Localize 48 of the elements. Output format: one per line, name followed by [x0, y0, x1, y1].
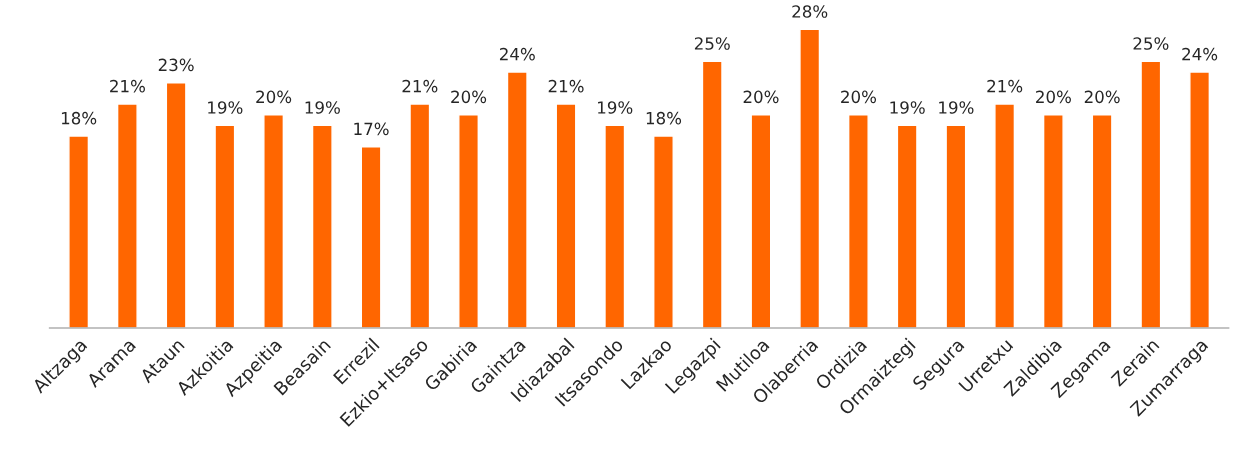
- data-label: 24%: [499, 47, 535, 61]
- data-label: 18%: [61, 111, 97, 125]
- data-label: 28%: [792, 5, 828, 18]
- data-label: 20%: [743, 90, 779, 104]
- data-label: 20%: [451, 90, 487, 104]
- data-label: 18%: [646, 111, 682, 125]
- bar: [750, 114, 772, 329]
- data-label: 20%: [1084, 90, 1120, 104]
- data-label: 20%: [1036, 90, 1071, 104]
- data-label: 21%: [110, 79, 145, 93]
- bar: [701, 60, 723, 329]
- bar: [506, 71, 528, 329]
- bar: [116, 103, 138, 329]
- bar: [311, 124, 333, 329]
- bar: [1140, 60, 1162, 329]
- bar: [555, 103, 577, 329]
- bar: [165, 82, 187, 329]
- bar: [214, 124, 236, 329]
- data-label: 19%: [939, 101, 974, 114]
- data-label: 23%: [158, 58, 194, 72]
- data-label: 21%: [402, 79, 438, 93]
- data-label: 24%: [1182, 47, 1218, 61]
- data-label: 17%: [354, 122, 389, 136]
- bar: [360, 146, 382, 329]
- bar: [68, 135, 90, 329]
- bar: [458, 114, 479, 329]
- bar: [604, 124, 626, 329]
- data-label: 20%: [841, 90, 877, 104]
- bar: [263, 114, 285, 329]
- bar: [994, 103, 1016, 329]
- data-label: 21%: [548, 79, 584, 93]
- data-label: 19%: [305, 101, 340, 114]
- bar: [1091, 114, 1113, 329]
- bar: [409, 103, 431, 329]
- data-label: 21%: [987, 79, 1023, 93]
- data-label: 19%: [208, 101, 243, 114]
- bar: [847, 114, 869, 329]
- data-label: 19%: [890, 101, 925, 114]
- bar: [653, 135, 674, 329]
- bar: [1042, 114, 1064, 329]
- data-label: 20%: [256, 90, 292, 104]
- bar: [896, 124, 918, 329]
- data-label: 25%: [694, 37, 730, 50]
- data-label: 19%: [598, 101, 633, 114]
- data-label: 25%: [1133, 37, 1169, 50]
- bar: [945, 124, 967, 329]
- bar: [1189, 71, 1211, 329]
- bar: [799, 28, 821, 329]
